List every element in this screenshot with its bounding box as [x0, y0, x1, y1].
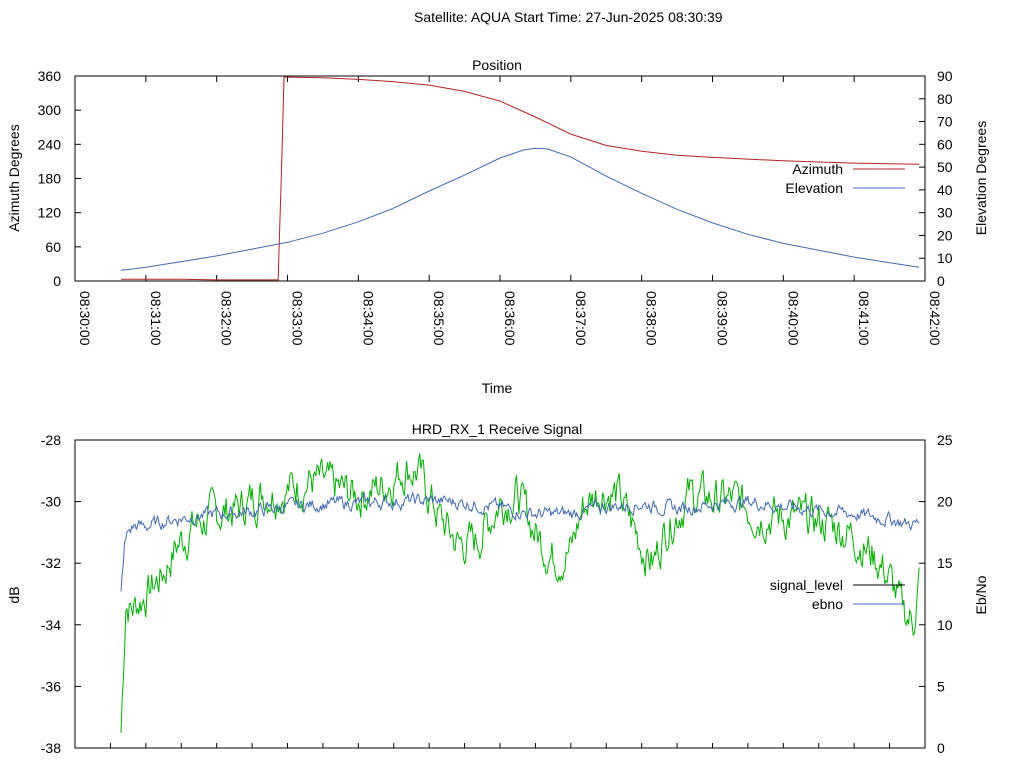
x-tick-label: 08:40:00 [785, 291, 801, 346]
y2-tick-label: 70 [937, 114, 953, 130]
y2-tick-label: 20 [937, 494, 953, 510]
x-tick-label: 08:37:00 [573, 291, 589, 346]
y-tick-label: 180 [38, 171, 62, 187]
series-elevation-line [120, 147, 920, 271]
x-tick-label: 08:39:00 [715, 291, 731, 346]
position-chart-title: Position [472, 57, 522, 73]
y2-tick-label: 90 [937, 68, 953, 84]
y-tick-label: -32 [41, 555, 61, 571]
y-tick-label: -30 [41, 494, 61, 510]
legend-ebno-label: ebno [812, 596, 843, 612]
position-chart: Position Azimuth Degrees Elevation Degre… [6, 57, 989, 396]
signal-y2-axis-label: Eb/No [973, 575, 989, 614]
y2-tick-label: 0 [937, 740, 945, 756]
legend-elevation-label: Elevation [785, 180, 843, 196]
position-y2-axis-label: Elevation Degrees [973, 121, 989, 235]
start-time-label: Start Time: 27-Jun-2025 08:30:39 [514, 9, 723, 25]
signal-chart-title: HRD_RX_1 Receive Signal [412, 421, 582, 437]
y-tick-label: 60 [45, 239, 61, 255]
y2-tick-label: 0 [937, 273, 945, 289]
position-legend: Azimuth Elevation [785, 161, 905, 196]
y2-tick-label: 40 [937, 182, 953, 198]
x-tick-label: 08:36:00 [502, 291, 518, 346]
y2-tick-label: 80 [937, 91, 953, 107]
y2-tick-label: 5 [937, 678, 945, 694]
legend-azimuth-label: Azimuth [792, 161, 843, 177]
satellite-label: Satellite: AQUA [414, 9, 511, 25]
signal-y-axis-label: dB [6, 586, 22, 603]
signal-plot-frame [74, 439, 926, 749]
y2-tick-label: 50 [937, 159, 953, 175]
y-tick-label: 360 [38, 68, 62, 84]
y2-tick-label: 30 [937, 205, 953, 221]
y-tick-label: -38 [41, 740, 61, 756]
y-tick-label: 0 [53, 273, 61, 289]
position-plot-frame [74, 75, 926, 282]
x-tick-label: 08:32:00 [219, 291, 235, 346]
x-tick-label: 08:41:00 [856, 291, 872, 346]
y-tick-label: -28 [41, 432, 61, 448]
signal-chart: HRD_RX_1 Receive Signal dB Eb/No -38 -36 -… [6, 421, 989, 756]
x-tick-label: 08:31:00 [148, 291, 164, 346]
y2-tick-label: 10 [937, 617, 953, 633]
x-tick-label: 08:30:00 [77, 291, 93, 346]
series-ebno-line [120, 491, 920, 592]
position-x-axis-label: Time [482, 380, 513, 396]
y2-tick-label: 60 [937, 136, 953, 152]
y2-tick-label: 10 [937, 250, 953, 266]
x-tick-label: 08:35:00 [431, 291, 447, 346]
x-tick-label: 08:33:00 [290, 291, 306, 346]
y2-tick-label: 25 [937, 432, 953, 448]
y2-tick-label: 20 [937, 227, 953, 243]
position-y-axis-label: Azimuth Degrees [6, 124, 22, 231]
y-tick-label: -34 [41, 617, 61, 633]
y-tick-label: 300 [38, 102, 62, 118]
x-tick-label: 08:42:00 [927, 291, 943, 346]
x-tick-label: 08:34:00 [360, 291, 376, 346]
legend-signal-level-label: signal_level [770, 577, 843, 593]
signal-legend: signal_level ebno [770, 577, 905, 612]
y-tick-label: -36 [41, 678, 61, 694]
y-tick-label: 240 [38, 136, 62, 152]
x-tick-label: 08:38:00 [644, 291, 660, 346]
y2-tick-label: 15 [937, 555, 953, 571]
series-azimuth-line [121, 76, 920, 281]
y-tick-label: 120 [38, 205, 62, 221]
series-signal-level-line [120, 453, 920, 733]
